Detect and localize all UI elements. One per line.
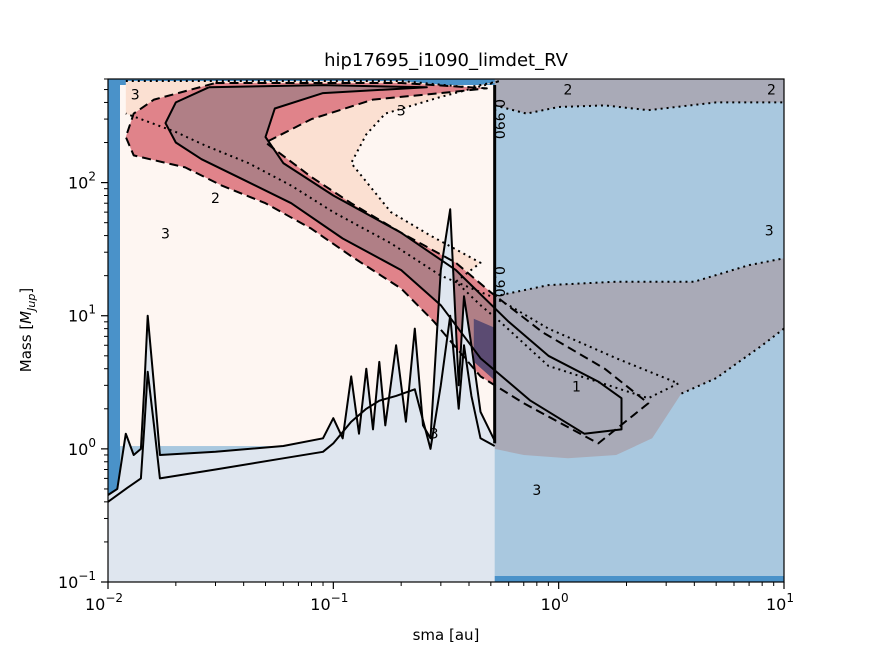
x-tick-label: 10−1 xyxy=(310,591,348,614)
x-tick-label: 10−2 xyxy=(85,591,123,614)
contour-label-3-left: 3 xyxy=(161,227,170,243)
contour-line-level2 xyxy=(124,82,650,445)
contour-line-level3 xyxy=(125,80,680,400)
detection-band xyxy=(108,209,495,582)
detection-band-layer xyxy=(108,209,495,582)
plot-area: 3 3 2 3 0.990 0.90 2 2 3 1 3 3 xyxy=(108,79,784,582)
contour-line-right-lower xyxy=(680,327,784,395)
contour-label-2: 2 xyxy=(211,191,220,207)
contour-label-090: 0.90 xyxy=(491,266,507,297)
contour-label-2-topright: 2 xyxy=(767,82,776,98)
y-axis: 10−1 100 101 102 xyxy=(58,78,108,592)
contour-label-990: 0.990 xyxy=(491,99,507,139)
y-tick-label: 102 xyxy=(68,170,96,193)
x-axis: 10−2 10−1 100 101 xyxy=(85,582,794,614)
x-tick-label: 100 xyxy=(541,591,569,614)
contour-label-2-top: 2 xyxy=(564,82,573,98)
contour-label-3-right: 3 xyxy=(765,224,774,240)
contour-label-3-mid: 3 xyxy=(397,103,406,119)
contour-label-3-topleft: 3 xyxy=(131,88,140,104)
y-tick-label: 101 xyxy=(68,303,96,326)
y-axis-label-subscript: Jup xyxy=(25,294,38,313)
detection-curve-upper xyxy=(108,208,496,496)
contour-label-3-bottom: 3 xyxy=(430,426,439,442)
chart-title: hip17695_i1090_limdet_RV xyxy=(324,50,569,71)
y-axis-label-symbol: M xyxy=(17,311,35,324)
detection-curve-lower xyxy=(108,314,496,503)
contour-label-1: 1 xyxy=(572,379,581,395)
contour-label-3-lower: 3 xyxy=(532,483,541,499)
x-tick-label: 101 xyxy=(766,591,794,614)
y-tick-label: 10−1 xyxy=(58,569,96,592)
x-axis-label: sma [au] xyxy=(413,626,480,644)
contour-line-level1 xyxy=(164,84,623,435)
contour-region-right xyxy=(494,258,784,459)
y-axis-label-main: Mass [ xyxy=(17,324,35,372)
contour-line-top-right xyxy=(494,101,784,115)
plot-frame xyxy=(107,78,785,583)
y-axis-label: Mass [MJup] xyxy=(17,288,38,372)
contour-line-right-outer xyxy=(494,257,784,298)
contour-labels-layer: 3 3 2 3 0.990 0.90 2 2 3 1 3 3 xyxy=(131,82,776,499)
contour-region-top-right xyxy=(494,79,784,114)
contour-lines-layer xyxy=(108,80,784,503)
y-tick-label: 100 xyxy=(68,436,96,459)
y-axis-label-close: ] xyxy=(17,288,35,294)
